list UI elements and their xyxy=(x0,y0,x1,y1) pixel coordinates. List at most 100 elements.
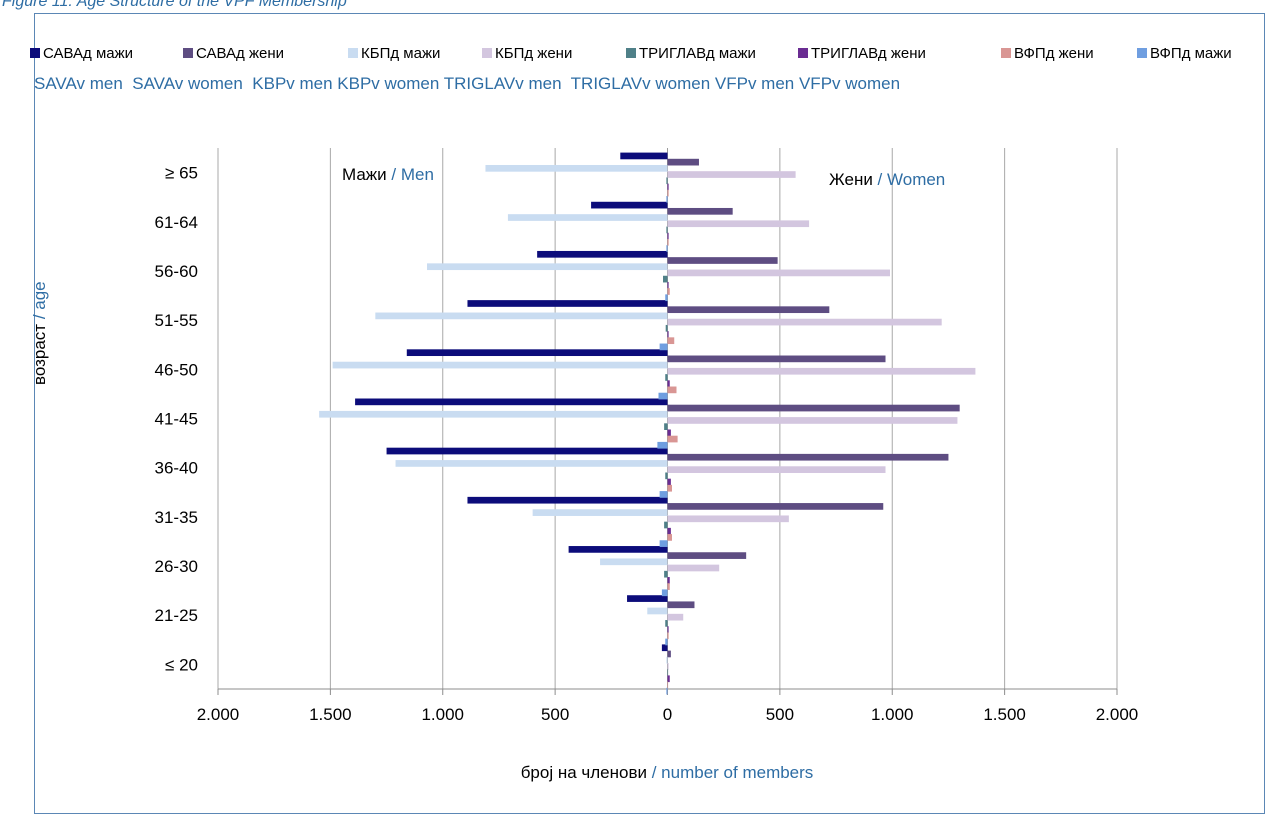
bar xyxy=(667,534,672,541)
y-tick-label: 21-25 xyxy=(155,606,198,625)
bar xyxy=(667,583,670,590)
bar xyxy=(665,472,668,480)
bar xyxy=(600,558,668,566)
legend-english: SAVAv men SAVAv women KBPv men KBPv wome… xyxy=(34,74,901,93)
bar xyxy=(355,398,668,406)
bar xyxy=(537,250,668,258)
legend-label: ВФПд мажи xyxy=(1150,45,1232,62)
legend-item: ТРИГЛАВд жени xyxy=(798,45,926,62)
bar xyxy=(667,669,669,676)
legend-label: КБПд жени xyxy=(495,45,573,62)
x-tick-label: 1.000 xyxy=(421,705,464,724)
x-tick-label: 1.500 xyxy=(983,705,1026,724)
men-label-en: / Men xyxy=(386,165,434,184)
x-tick-label: 0 xyxy=(663,705,672,724)
x-axis-title: број на членови / number of members xyxy=(0,763,1267,783)
y-tick-label: 56-60 xyxy=(155,262,198,281)
legend-swatch xyxy=(183,48,193,58)
bar xyxy=(667,238,669,246)
bar xyxy=(667,626,669,633)
x-tick-label: 1.500 xyxy=(309,705,352,724)
bar xyxy=(667,355,886,363)
bar xyxy=(667,564,720,572)
y-tick-label: ≥ 65 xyxy=(165,164,198,183)
legend-swatch xyxy=(626,48,636,58)
bar xyxy=(507,214,668,221)
bar xyxy=(667,650,671,658)
bar xyxy=(659,491,668,498)
x-axis-title-en: / number of members xyxy=(647,763,814,782)
women-label-mk: Жени xyxy=(829,170,873,189)
bar xyxy=(620,152,668,160)
bar xyxy=(627,595,668,602)
legend-item: ТРИГЛАВд мажи xyxy=(626,45,756,62)
bar xyxy=(667,527,671,535)
legend-swatch xyxy=(1001,48,1011,58)
bar xyxy=(667,337,675,345)
bar xyxy=(664,521,668,529)
y-tick-label: 61-64 xyxy=(155,213,198,232)
bar xyxy=(667,171,796,178)
bar xyxy=(667,632,669,640)
bar xyxy=(667,232,669,240)
legend-swatch xyxy=(482,48,492,58)
bar xyxy=(665,620,668,627)
bar xyxy=(667,281,669,289)
legend-swatch xyxy=(798,48,808,58)
bar xyxy=(667,331,669,338)
bar xyxy=(667,466,886,473)
y-tick-label: 46-50 xyxy=(155,360,198,379)
x-tick-label: 1.000 xyxy=(871,705,914,724)
legend-label: САВАд мажи xyxy=(43,45,134,62)
bar xyxy=(666,195,668,203)
bar xyxy=(659,540,668,547)
bar xyxy=(667,552,747,559)
y-tick-label: 26-30 xyxy=(155,557,198,576)
bar xyxy=(568,546,668,553)
men-label-mk: Мажи xyxy=(342,165,387,184)
legend-swatch xyxy=(348,48,358,58)
bar xyxy=(667,207,733,215)
bar xyxy=(667,478,671,486)
bar xyxy=(667,601,695,609)
y-tick-label: 41-45 xyxy=(155,410,198,429)
bar xyxy=(666,687,668,695)
bar xyxy=(467,496,668,504)
legend-label: САВАд жени xyxy=(196,45,284,62)
bar xyxy=(661,589,668,597)
bar xyxy=(667,257,778,264)
bar xyxy=(665,324,668,332)
legend-item: САВАд мажи xyxy=(30,45,133,62)
bar xyxy=(667,435,678,443)
legend-label: ТРИГЛАВд мажи xyxy=(639,45,756,62)
x-tick-label: 2.000 xyxy=(1096,705,1139,724)
chart-frame xyxy=(34,13,1265,814)
bar xyxy=(667,503,884,510)
bar xyxy=(332,361,668,369)
bar xyxy=(667,269,891,277)
bar xyxy=(666,177,668,185)
bar xyxy=(532,509,668,516)
x-tick-label: 500 xyxy=(541,705,569,724)
bar xyxy=(658,392,668,400)
bar xyxy=(667,429,671,437)
bar xyxy=(667,189,669,197)
bar xyxy=(657,441,668,449)
bar xyxy=(666,656,668,664)
bar xyxy=(659,343,668,351)
legend-label: ВФПд жени xyxy=(1014,45,1094,62)
y-axis-title: возраст / age xyxy=(30,281,50,385)
bar xyxy=(665,638,668,646)
bar xyxy=(663,275,668,283)
x-axis-title-mk: број на членови xyxy=(520,763,648,782)
bar xyxy=(467,300,668,307)
men-side-label: Мажи / Men xyxy=(342,165,434,185)
bar xyxy=(667,380,670,388)
bar xyxy=(665,294,668,302)
bar xyxy=(386,447,668,455)
bar xyxy=(667,404,960,412)
bar xyxy=(667,681,669,689)
bar xyxy=(406,349,668,357)
bar xyxy=(667,367,976,375)
